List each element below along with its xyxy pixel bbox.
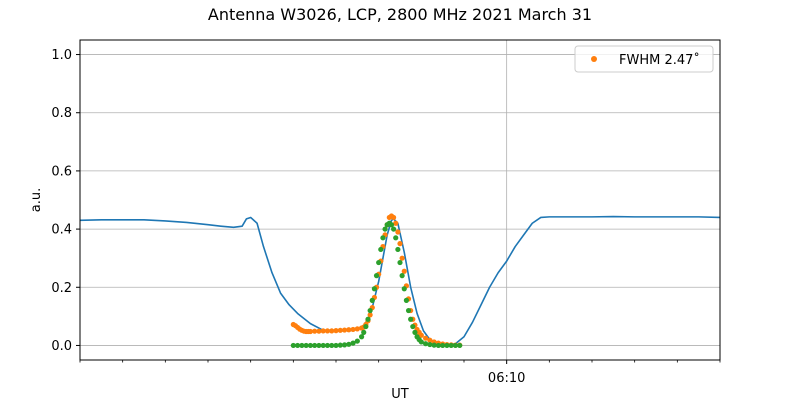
- data-point: [418, 332, 424, 338]
- data-point: [423, 341, 429, 347]
- data-point: [369, 297, 375, 303]
- data-point: [397, 259, 403, 266]
- data-point: [401, 286, 407, 292]
- x-tick-label: 06:10: [488, 371, 525, 386]
- data-point: [333, 342, 339, 349]
- data-point: [393, 220, 399, 226]
- data-point: [444, 342, 450, 349]
- chart-title: Antenna W3026, LCP, 2800 MHz 2021 March …: [208, 5, 592, 24]
- data-point: [337, 327, 343, 333]
- data-point: [290, 342, 296, 349]
- y-tick-label: 0.4: [51, 223, 72, 238]
- data-point: [395, 246, 401, 253]
- legend-box: [574, 45, 714, 73]
- data-point: [329, 342, 335, 349]
- y-tick-label: 0.8: [51, 106, 72, 121]
- y-tick-label: 0.0: [51, 339, 72, 354]
- data-point: [346, 341, 352, 347]
- data-point: [427, 337, 433, 343]
- y-tick-label: 0.2: [51, 281, 72, 296]
- data-point: [418, 339, 424, 345]
- y-tick-label: 0.6: [51, 164, 72, 179]
- x-axis-title: UT: [391, 387, 409, 400]
- data-point: [329, 328, 335, 334]
- data-point: [350, 340, 356, 346]
- data-point: [299, 342, 305, 349]
- data-point: [427, 341, 433, 348]
- data-point: [440, 342, 446, 349]
- data-point: [371, 286, 377, 292]
- data-point: [307, 342, 313, 349]
- data-point: [412, 329, 418, 335]
- data-point: [324, 342, 331, 349]
- data-point: [320, 342, 326, 349]
- data-point: [316, 328, 322, 334]
- data-point: [452, 342, 459, 349]
- data-point: [399, 273, 405, 279]
- data-point: [363, 323, 369, 330]
- data-point: [359, 334, 365, 340]
- data-point: [397, 241, 403, 247]
- data-point: [350, 326, 356, 333]
- data-point: [333, 328, 339, 334]
- data-point: [393, 235, 399, 241]
- data-point: [307, 328, 313, 335]
- data-point: [435, 342, 441, 349]
- data-point: [391, 226, 397, 232]
- data-point: [312, 328, 318, 334]
- data-point: [431, 342, 437, 348]
- data-point: [373, 273, 380, 279]
- data-point: [378, 246, 384, 253]
- data-point: [337, 342, 343, 348]
- data-point: [408, 316, 414, 322]
- plot-area: 0.0 0.2 0.4 0.6 0.8 1.0 06:10: [51, 39, 721, 386]
- data-point: [361, 329, 367, 335]
- scatter-series-2: [290, 220, 463, 349]
- plot-background: [80, 40, 720, 360]
- plot-frame: [79, 39, 721, 361]
- data-point: [395, 229, 401, 235]
- grid-layer: [80, 40, 720, 360]
- data-point: [316, 342, 322, 349]
- tick-layer: 0.0 0.2 0.4 0.6 0.8 1.0 06:10: [51, 48, 721, 386]
- data-point: [320, 328, 326, 334]
- y-axis-title: a.u.: [29, 188, 44, 212]
- series-layer: [79, 213, 721, 349]
- data-point: [391, 214, 397, 221]
- data-point: [388, 222, 395, 228]
- data-point: [423, 335, 429, 341]
- data-point: [367, 307, 373, 314]
- data-point: [303, 342, 309, 349]
- data-point: [354, 326, 360, 332]
- data-point: [448, 342, 454, 349]
- data-point: [324, 328, 331, 334]
- data-point: [403, 297, 409, 303]
- data-point: [401, 268, 407, 274]
- data-point: [457, 342, 463, 349]
- legend: FWHM 2.47˚: [574, 45, 714, 73]
- y-tick-label: 1.0: [51, 48, 72, 63]
- data-point: [399, 255, 405, 261]
- data-point: [410, 323, 416, 330]
- data-point: [341, 327, 348, 333]
- data-point: [380, 235, 386, 241]
- data-point: [295, 342, 301, 349]
- data-point: [376, 259, 382, 266]
- data-point: [312, 342, 318, 349]
- legend-marker: [591, 56, 597, 62]
- data-point: [365, 316, 371, 322]
- data-point: [382, 226, 388, 232]
- data-point: [405, 307, 412, 314]
- data-point: [354, 338, 360, 344]
- data-point: [367, 312, 373, 318]
- data-point: [346, 327, 352, 333]
- legend-label: FWHM 2.47˚: [619, 52, 700, 68]
- data-point: [341, 342, 348, 348]
